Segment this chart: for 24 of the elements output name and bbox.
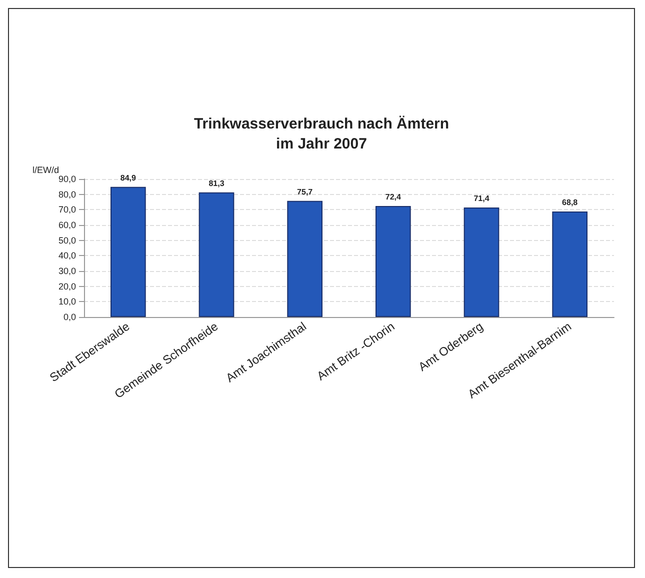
data-label: 72,4	[385, 192, 402, 202]
y-tick-label: 0,0	[63, 312, 76, 322]
bar	[464, 208, 500, 317]
y-tick-label: 40,0	[58, 250, 76, 261]
y-tick-label: 60,0	[58, 220, 76, 230]
y-tick-label: 20,0	[58, 281, 76, 292]
bar	[110, 186, 146, 317]
data-label: 68,8	[562, 198, 578, 208]
bar	[552, 212, 588, 317]
y-tick-label: 50,0	[58, 235, 76, 246]
y-tick-label: 70,0	[58, 204, 76, 215]
data-label: 71,4	[474, 194, 490, 204]
bar	[287, 200, 322, 317]
y-tick-label: 10,0	[58, 296, 76, 307]
y-tick-label: 80,0	[58, 189, 76, 200]
bar	[376, 206, 411, 317]
bar	[198, 192, 234, 317]
y-tick-label: 90,0	[58, 174, 76, 184]
data-label: 81,3	[208, 178, 225, 188]
data-label: 84,9	[120, 173, 136, 182]
y-axis-title: l/EW/d	[32, 165, 59, 176]
data-label: 75,7	[297, 187, 314, 196]
y-tick-label: 30,0	[58, 266, 76, 276]
chart-title: Trinkwasserverbrauch nach Ämtern im Jahr 2007	[194, 116, 450, 152]
